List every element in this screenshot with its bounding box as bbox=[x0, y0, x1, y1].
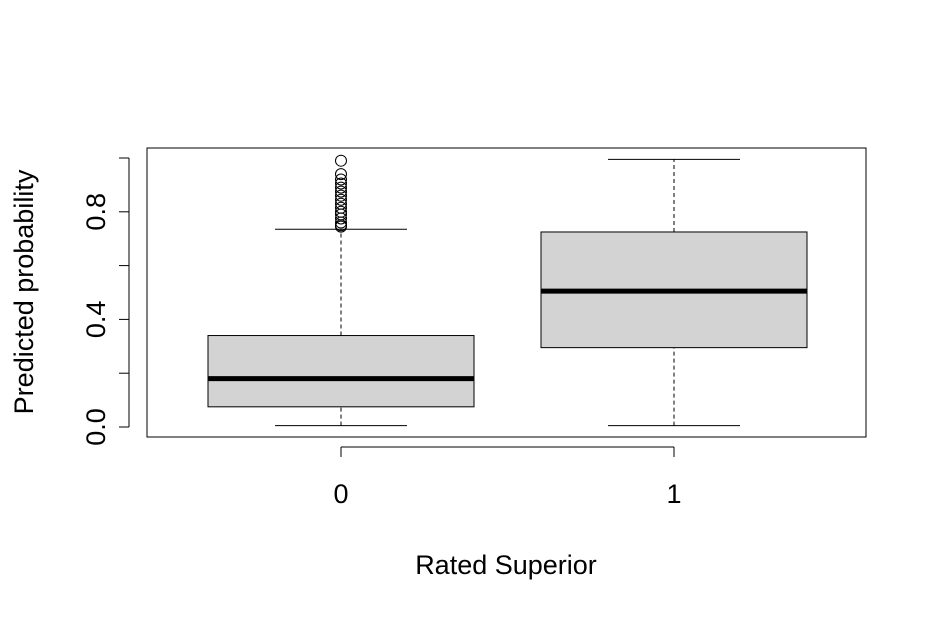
outlier-point bbox=[335, 201, 347, 214]
x-axis-title: Rated Superior bbox=[415, 550, 597, 580]
y-tick-label: 0.4 bbox=[81, 301, 111, 339]
boxes bbox=[207, 154, 808, 427]
y-tick-label: 0.8 bbox=[81, 193, 111, 231]
outlier-point bbox=[335, 177, 347, 190]
outlier-point bbox=[335, 168, 347, 181]
box-iqr bbox=[207, 335, 475, 408]
y-axis: 0.0 0.4 0.8 bbox=[81, 157, 130, 446]
outlier-point bbox=[335, 189, 347, 202]
outlier-point bbox=[335, 193, 347, 206]
outlier-point bbox=[335, 185, 347, 198]
x-tick-label: 0 bbox=[333, 479, 348, 509]
box-group-0 bbox=[207, 154, 475, 427]
outlier-point bbox=[335, 181, 347, 194]
outlier-point bbox=[335, 173, 347, 186]
y-axis-title: Predicted probability bbox=[9, 169, 39, 414]
outlier-point bbox=[335, 197, 347, 210]
y-tick-label: 0.0 bbox=[81, 408, 111, 446]
plot-frame bbox=[146, 147, 867, 438]
box-group-1 bbox=[540, 158, 808, 427]
outlier-point bbox=[335, 205, 347, 218]
outlier-point bbox=[335, 154, 347, 167]
x-tick-label: 1 bbox=[666, 479, 681, 509]
